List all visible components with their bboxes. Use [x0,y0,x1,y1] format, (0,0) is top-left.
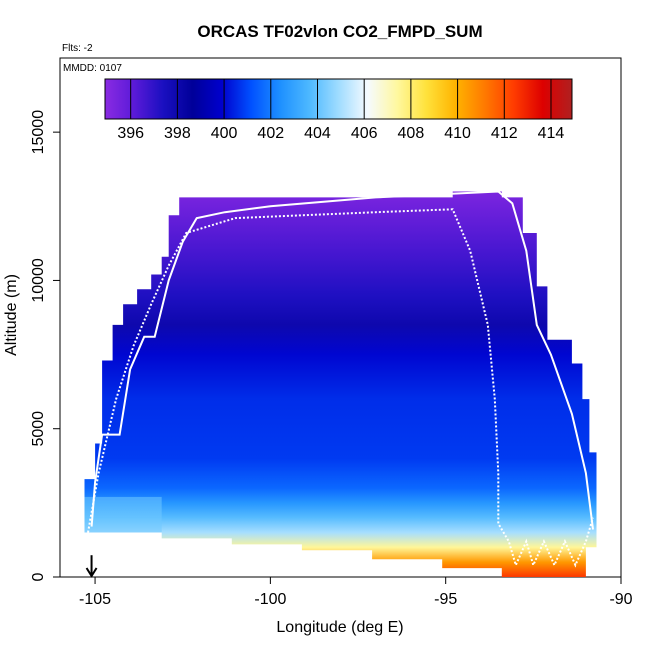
x-tick-label: -90 [609,591,632,608]
colorbar-tick-label: 396 [117,125,144,142]
co2-field-overlay [84,496,162,533]
mmdd-label: MMDD: 0107 [63,63,122,74]
flight-track-1 [90,190,594,530]
co2-field [84,191,597,577]
colorbar-tick-label: 414 [538,125,565,142]
colorbar-tick-label: 406 [351,125,378,142]
start-arrow-icon [85,555,98,578]
colorbar-tick-label: 402 [257,125,284,142]
x-tick-label: -95 [434,591,457,608]
y-axis: 0 5000 10000 15000 [30,110,60,581]
co2-field-fill [84,191,597,577]
plot-frame [59,57,622,578]
west-lowlevel-band [84,496,162,533]
colorbar-tick-label: 410 [444,125,471,142]
y-tick-label: 0 [30,572,47,581]
flight-track-2 [87,208,594,568]
colorbar: 396 398 400 402 404 406 408 410 412 414 [104,78,573,142]
colorbar-tick-label: 404 [304,125,331,142]
y-tick-label: 5000 [30,411,47,447]
flight-tracks [87,190,594,568]
flights-label: Flts: -2 [62,43,93,54]
colorbar-tick-label: 408 [398,125,425,142]
x-tick-label: -100 [254,591,286,608]
colorbar-tick-label: 400 [211,125,238,142]
y-tick-label: 15000 [30,110,47,155]
x-axis-label: Longitude (deg E) [276,619,403,636]
chart-title: ORCAS TF02vlon CO2_FMPD_SUM [197,22,482,41]
colorbar-tick-label: 412 [491,125,518,142]
y-axis-label: Altitude (m) [3,274,20,356]
x-axis: -105 -100 -95 -90 [79,577,633,608]
y-tick-label: 10000 [30,258,47,303]
start-arrow-head [85,567,98,578]
colorbar-tick-label: 398 [164,125,191,142]
x-tick-label: -105 [79,591,111,608]
colorbar-gradient [104,78,573,120]
